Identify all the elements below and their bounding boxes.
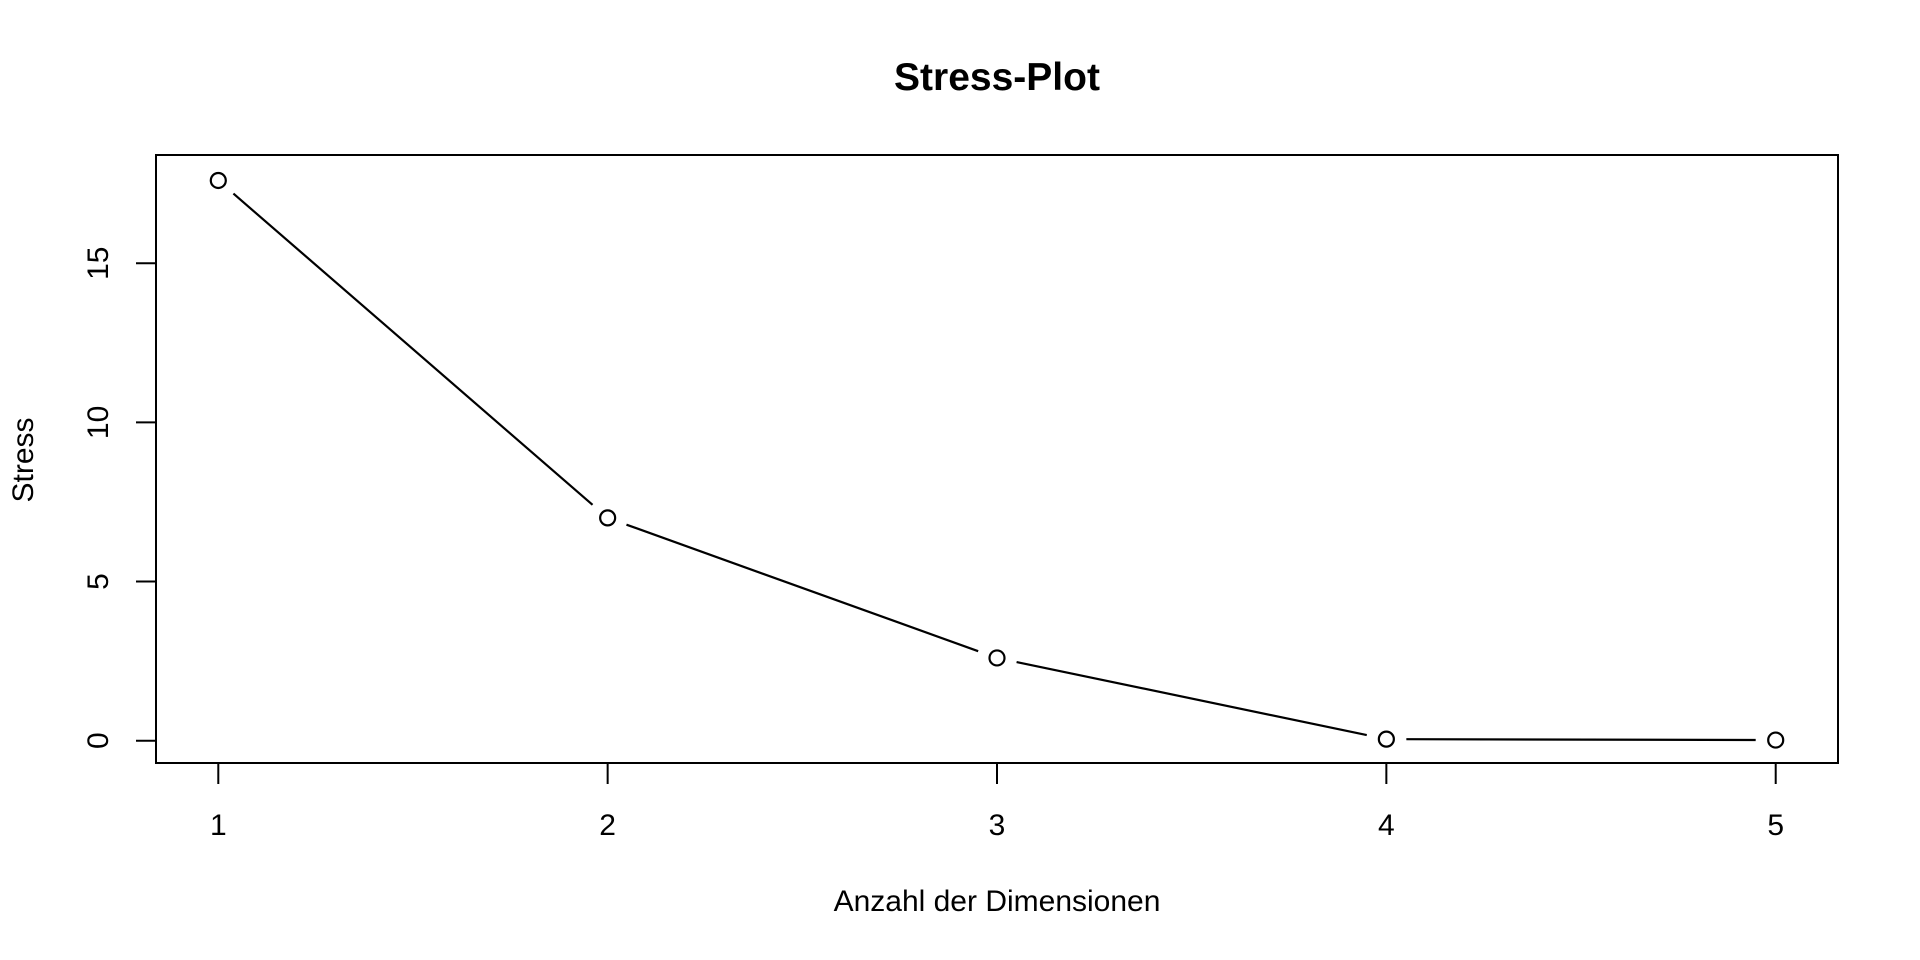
x-tick-label: 1	[210, 809, 227, 842]
data-point-2	[599, 509, 617, 527]
x-tick-label: 2	[599, 809, 616, 842]
x-tick-label: 5	[1767, 809, 1784, 842]
plot-border	[155, 154, 1839, 764]
data-point-1	[209, 171, 227, 190]
y-axis-label: Stress	[7, 417, 40, 503]
y-tick-label: 0	[82, 732, 115, 749]
chart-title: Stress-Plot	[894, 56, 1100, 99]
series-line-segment	[626, 523, 979, 653]
y-tick-label: 5	[82, 573, 115, 590]
y-tick-label: 10	[82, 406, 115, 439]
y-tick-label: 15	[82, 247, 115, 280]
x-tick-label: 4	[1378, 809, 1395, 842]
data-point-4	[1377, 730, 1395, 748]
series-line-segment	[1406, 738, 1756, 742]
series-line-segment	[1016, 660, 1367, 737]
x-tick-label: 3	[989, 809, 1006, 842]
data-point-5	[1767, 731, 1785, 749]
x-axis-label: Anzahl der Dimensionen	[833, 885, 1161, 918]
series-line-segment	[232, 192, 594, 506]
data-point-3	[988, 649, 1006, 667]
